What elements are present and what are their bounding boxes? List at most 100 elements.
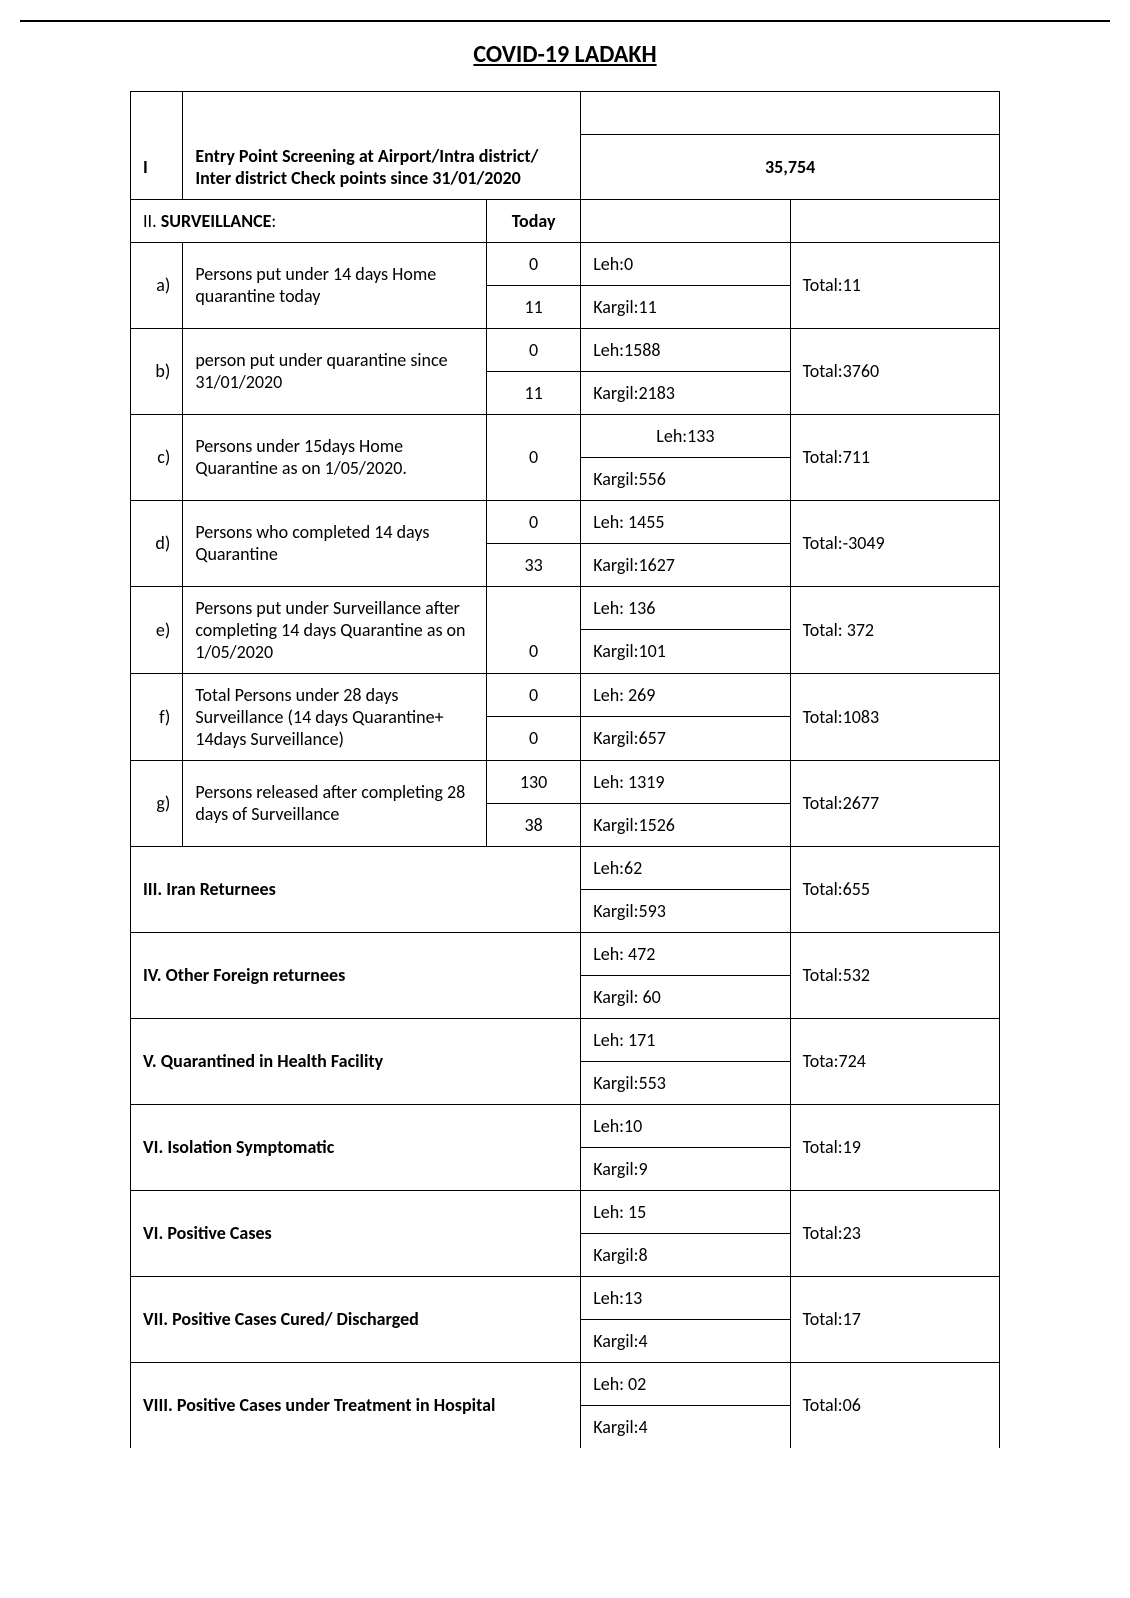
s2e-leh: Leh: 136 <box>581 586 790 630</box>
s8-heading: VIII. Positive Cases under Treatment in … <box>131 1362 581 1448</box>
row-2g-leh: g) Persons released after completing 28 … <box>131 760 1000 803</box>
s8-leh: Leh: 02 <box>581 1362 790 1405</box>
row1-label: Entry Point Screening at Airport/Intra d… <box>183 135 581 200</box>
s2a-leh: Leh:0 <box>581 242 790 285</box>
s3-kargil: Kargil:593 <box>581 889 790 932</box>
row-entry-screening: I Entry Point Screening at Airport/Intra… <box>131 135 1000 200</box>
today-header: Today <box>486 199 580 242</box>
s2f-total: Total:1083 <box>790 673 999 760</box>
s2a-kargil: Kargil:11 <box>581 285 790 328</box>
s2b-kargil: Kargil:2183 <box>581 371 790 414</box>
s6-heading: VI. Isolation Symptomatic <box>131 1104 581 1190</box>
s2b-today-kargil: 11 <box>486 371 580 414</box>
s6b-total: Total:23 <box>790 1190 999 1276</box>
s2f-today-kargil: 0 <box>486 717 580 761</box>
s2a-marker: a) <box>131 242 183 328</box>
s5-heading: V. Quarantined in Health Facility <box>131 1018 581 1104</box>
s2g-total: Total:2677 <box>790 760 999 846</box>
s2e-today-kargil: 0 <box>486 630 580 674</box>
s2e-label: Persons put under Surveillance after com… <box>183 586 487 673</box>
s2b-total: Total:3760 <box>790 328 999 414</box>
s2a-today-kargil: 11 <box>486 285 580 328</box>
row-quarantine-leh: V. Quarantined in Health Facility Leh: 1… <box>131 1018 1000 1061</box>
s6b-kargil: Kargil:8 <box>581 1233 790 1276</box>
s2g-today-kargil: 38 <box>486 803 580 846</box>
row-cured-leh: VII. Positive Cases Cured/ Discharged Le… <box>131 1276 1000 1319</box>
row-isolation-leh: VI. Isolation Symptomatic Leh:10 Total:1… <box>131 1104 1000 1147</box>
row-iran-leh: III. Iran Returnees Leh:62 Total:655 <box>131 846 1000 889</box>
s2f-kargil: Kargil:657 <box>581 717 790 761</box>
s4-kargil: Kargil: 60 <box>581 975 790 1018</box>
s8-total: Total:06 <box>790 1362 999 1448</box>
row-positive-leh: VI. Positive Cases Leh: 15 Total:23 <box>131 1190 1000 1233</box>
row-2e-leh: e) Persons put under Surveillance after … <box>131 586 1000 630</box>
row1-value: 35,754 <box>581 135 1000 200</box>
s6b-leh: Leh: 15 <box>581 1190 790 1233</box>
s2c-marker: c) <box>131 414 183 500</box>
s4-heading: IV. Other Foreign returnees <box>131 932 581 1018</box>
s2d-label: Persons who completed 14 days Quarantine <box>183 500 487 586</box>
row-surveillance-header: II. SURVEILLANCE: Today <box>131 199 1000 242</box>
s2a-total: Total:11 <box>790 242 999 328</box>
s5-kargil: Kargil:553 <box>581 1061 790 1104</box>
s5-total: Tota:724 <box>790 1018 999 1104</box>
s7-leh: Leh:13 <box>581 1276 790 1319</box>
section2-prefix: II. <box>143 210 161 232</box>
s2d-leh: Leh: 1455 <box>581 500 790 543</box>
section2-colon: : <box>271 210 276 232</box>
s2b-leh: Leh:1588 <box>581 328 790 371</box>
row-2a-leh: a) Persons put under 14 days Home quaran… <box>131 242 1000 285</box>
s2f-marker: f) <box>131 673 183 760</box>
s2a-label: Persons put under 14 days Home quarantin… <box>183 242 487 328</box>
top-rule <box>20 20 1110 22</box>
row-2c-leh: c) Persons under 15days Home Quarantine … <box>131 414 1000 457</box>
s2c-total: Total:711 <box>790 414 999 500</box>
s2f-label: Total Persons under 28 days Surveillance… <box>183 673 487 760</box>
page: COVID-19 LADAKH I Entry Point Screening … <box>0 0 1130 1468</box>
s2g-leh: Leh: 1319 <box>581 760 790 803</box>
s3-heading: III. Iran Returnees <box>131 846 581 932</box>
s3-total: Total:655 <box>790 846 999 932</box>
s2e-total: Total: 372 <box>790 586 999 673</box>
s6b-heading: VI. Positive Cases <box>131 1190 581 1276</box>
s2c-leh: Leh:133 <box>581 414 790 457</box>
row-2d-leh: d) Persons who completed 14 days Quarant… <box>131 500 1000 543</box>
row-2b-leh: b) person put under quarantine since 31/… <box>131 328 1000 371</box>
s7-kargil: Kargil:4 <box>581 1319 790 1362</box>
row-2f-leh: f) Total Persons under 28 days Surveilla… <box>131 673 1000 717</box>
s2f-leh: Leh: 269 <box>581 673 790 717</box>
s6-kargil: Kargil:9 <box>581 1147 790 1190</box>
s8-kargil: Kargil:4 <box>581 1405 790 1448</box>
s2b-label: person put under quarantine since 31/01/… <box>183 328 487 414</box>
s7-total: Total:17 <box>790 1276 999 1362</box>
row-treatment-leh: VIII. Positive Cases under Treatment in … <box>131 1362 1000 1405</box>
section2-heading: SURVEILLANCE <box>161 210 272 232</box>
s2c-today: 0 <box>486 414 580 500</box>
s3-leh: Leh:62 <box>581 846 790 889</box>
s2g-kargil: Kargil:1526 <box>581 803 790 846</box>
s7-heading: VII. Positive Cases Cured/ Discharged <box>131 1276 581 1362</box>
s2e-kargil: Kargil:101 <box>581 630 790 674</box>
row-foreign-leh: IV. Other Foreign returnees Leh: 472 Tot… <box>131 932 1000 975</box>
s4-leh: Leh: 472 <box>581 932 790 975</box>
s2d-marker: d) <box>131 500 183 586</box>
s2g-today-leh: 130 <box>486 760 580 803</box>
s6-total: Total:19 <box>790 1104 999 1190</box>
s6-leh: Leh:10 <box>581 1104 790 1147</box>
s2d-kargil: Kargil:1627 <box>581 543 790 586</box>
page-title: COVID-19 LADAKH <box>0 40 1130 69</box>
s2g-marker: g) <box>131 760 183 846</box>
s2c-label: Persons under 15days Home Quarantine as … <box>183 414 487 500</box>
s4-total: Total:532 <box>790 932 999 1018</box>
s2d-today-kargil: 33 <box>486 543 580 586</box>
row1-idx: I <box>131 135 183 200</box>
data-table: I Entry Point Screening at Airport/Intra… <box>130 91 1000 1448</box>
s5-leh: Leh: 171 <box>581 1018 790 1061</box>
s2c-kargil: Kargil:556 <box>581 457 790 500</box>
s2b-marker: b) <box>131 328 183 414</box>
s2g-label: Persons released after completing 28 day… <box>183 760 487 846</box>
s2f-today-leh: 0 <box>486 673 580 717</box>
s2d-today-leh: 0 <box>486 500 580 543</box>
s2d-total: Total:-3049 <box>790 500 999 586</box>
s2e-marker: e) <box>131 586 183 673</box>
